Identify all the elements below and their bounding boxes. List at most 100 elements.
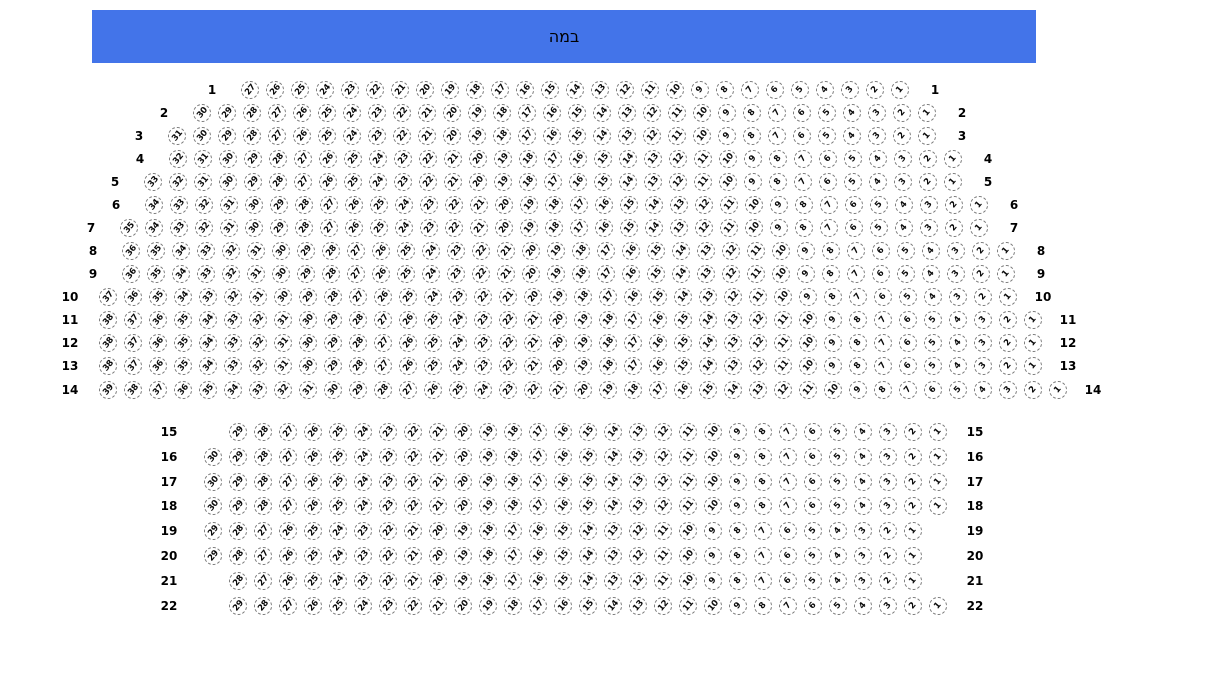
seat[interactable]: 5 <box>870 196 888 214</box>
seat[interactable]: 10 <box>772 242 790 260</box>
seat[interactable]: 18 <box>545 219 563 237</box>
seat[interactable]: 1 <box>1024 311 1042 329</box>
seat[interactable]: 29 <box>244 150 262 168</box>
seat[interactable]: 7 <box>874 311 892 329</box>
seat[interactable]: 12 <box>654 473 672 491</box>
seat[interactable]: 24 <box>354 497 372 515</box>
seat[interactable]: 5 <box>870 219 888 237</box>
seat[interactable]: 3 <box>920 219 938 237</box>
seat[interactable]: 17 <box>518 104 536 122</box>
seat[interactable]: 4 <box>829 522 847 540</box>
seat[interactable]: 5 <box>829 423 847 441</box>
seat[interactable]: 25 <box>397 265 415 283</box>
seat[interactable]: 27 <box>347 265 365 283</box>
seat[interactable]: 38 <box>124 381 142 399</box>
seat[interactable]: 27 <box>347 242 365 260</box>
seat[interactable]: 14 <box>604 448 622 466</box>
seat[interactable]: 9 <box>799 288 817 306</box>
seat[interactable]: 23 <box>449 288 467 306</box>
seat[interactable]: 17 <box>544 150 562 168</box>
seat[interactable]: 30 <box>272 265 290 283</box>
seat[interactable]: 14 <box>566 81 584 99</box>
seat[interactable]: 31 <box>194 173 212 191</box>
seat[interactable]: 5 <box>924 357 942 375</box>
seat[interactable]: 14 <box>699 357 717 375</box>
seat[interactable]: 10 <box>824 381 842 399</box>
seat[interactable]: 8 <box>754 597 772 615</box>
seat[interactable]: 14 <box>579 547 597 565</box>
seat[interactable]: 21 <box>418 104 436 122</box>
seat[interactable]: 6 <box>804 597 822 615</box>
seat[interactable]: 33 <box>197 265 215 283</box>
seat[interactable]: 26 <box>293 127 311 145</box>
seat[interactable]: 12 <box>722 242 740 260</box>
seat[interactable]: 16 <box>595 196 613 214</box>
seat[interactable]: 23 <box>394 150 412 168</box>
seat[interactable]: 9 <box>744 173 762 191</box>
seat[interactable]: 39 <box>99 381 117 399</box>
seat[interactable]: 3 <box>868 127 886 145</box>
seat[interactable]: 14 <box>724 381 742 399</box>
seat[interactable]: 24 <box>343 104 361 122</box>
seat[interactable]: 15 <box>594 173 612 191</box>
seat[interactable]: 16 <box>554 497 572 515</box>
seat[interactable]: 15 <box>674 334 692 352</box>
seat[interactable]: 16 <box>529 547 547 565</box>
seat[interactable]: 30 <box>299 357 317 375</box>
seat[interactable]: 4 <box>922 242 940 260</box>
seat[interactable]: 15 <box>674 357 692 375</box>
seat[interactable]: 28 <box>229 572 247 590</box>
seat[interactable]: 26 <box>304 497 322 515</box>
seat[interactable]: 28 <box>322 242 340 260</box>
seat[interactable]: 15 <box>594 150 612 168</box>
seat[interactable]: 18 <box>599 357 617 375</box>
seat[interactable]: 6 <box>872 242 890 260</box>
seat[interactable]: 30 <box>193 127 211 145</box>
seat[interactable]: 33 <box>144 173 162 191</box>
seat[interactable]: 3 <box>974 357 992 375</box>
seat[interactable]: 7 <box>899 381 917 399</box>
seat[interactable]: 17 <box>491 81 509 99</box>
seat[interactable]: 15 <box>541 81 559 99</box>
seat[interactable]: 18 <box>479 572 497 590</box>
seat[interactable]: 25 <box>424 311 442 329</box>
seat[interactable]: 36 <box>174 381 192 399</box>
seat[interactable]: 7 <box>779 597 797 615</box>
seat[interactable]: 3 <box>999 381 1017 399</box>
seat[interactable]: 8 <box>754 497 772 515</box>
seat[interactable]: 3 <box>949 288 967 306</box>
seat[interactable]: 27 <box>349 288 367 306</box>
seat[interactable]: 10 <box>799 357 817 375</box>
seat[interactable]: 19 <box>479 597 497 615</box>
seat[interactable]: 2 <box>974 288 992 306</box>
seat[interactable]: 20 <box>522 265 540 283</box>
seat[interactable]: 6 <box>804 423 822 441</box>
seat[interactable]: 25 <box>329 448 347 466</box>
seat[interactable]: 33 <box>170 219 188 237</box>
seat[interactable]: 11 <box>720 196 738 214</box>
seat[interactable]: 8 <box>743 127 761 145</box>
seat[interactable]: 12 <box>774 381 792 399</box>
seat[interactable]: 8 <box>729 572 747 590</box>
seat[interactable]: 26 <box>399 334 417 352</box>
seat[interactable]: 1 <box>944 150 962 168</box>
seat[interactable]: 10 <box>799 311 817 329</box>
seat[interactable]: 21 <box>470 219 488 237</box>
seat[interactable]: 12 <box>629 572 647 590</box>
seat[interactable]: 18 <box>545 196 563 214</box>
seat[interactable]: 25 <box>424 357 442 375</box>
seat[interactable]: 14 <box>672 242 690 260</box>
seat[interactable]: 7 <box>849 288 867 306</box>
seat[interactable]: 26 <box>266 81 284 99</box>
seat[interactable]: 21 <box>444 150 462 168</box>
seat[interactable]: 13 <box>604 572 622 590</box>
seat[interactable]: 30 <box>324 381 342 399</box>
seat[interactable]: 21 <box>404 547 422 565</box>
seat[interactable]: 28 <box>229 522 247 540</box>
seat[interactable]: 4 <box>869 150 887 168</box>
seat[interactable]: 35 <box>199 381 217 399</box>
seat[interactable]: 20 <box>524 288 542 306</box>
seat[interactable]: 25 <box>370 219 388 237</box>
seat[interactable]: 2 <box>1024 381 1042 399</box>
seat[interactable]: 24 <box>449 334 467 352</box>
